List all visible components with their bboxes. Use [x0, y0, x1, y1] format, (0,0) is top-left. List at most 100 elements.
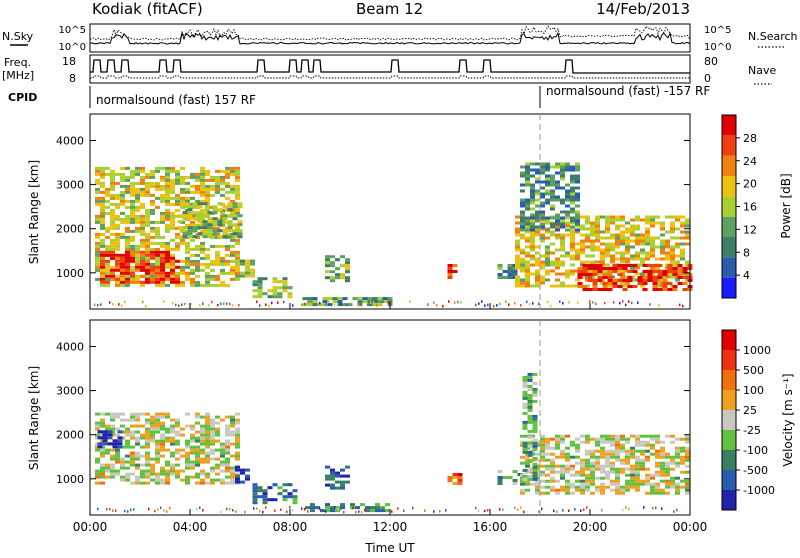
heatmap-cell [520, 257, 525, 261]
heatmap-cell [205, 247, 210, 251]
heatmap-cell [163, 509, 165, 512]
heatmap-cell [570, 174, 575, 178]
heatmap-cell [110, 412, 115, 416]
heatmap-cell [497, 470, 503, 473]
heatmap-cell [555, 228, 560, 232]
heatmap-cell [525, 239, 530, 243]
heatmap-cell [135, 424, 140, 428]
heatmap-cell [605, 485, 610, 489]
heatmap-cell [200, 469, 205, 473]
heatmap-cell [642, 264, 648, 267]
heatmap-cell [177, 226, 183, 230]
heatmap-cell [632, 270, 638, 273]
heatmap-cell [502, 508, 504, 511]
heatmap-cell [515, 254, 520, 258]
heatmap-cell [100, 238, 105, 242]
heatmap-cell [527, 414, 533, 418]
heatmap-cell [257, 283, 263, 287]
heatmap-cell [205, 439, 210, 443]
heatmap-cell [522, 384, 528, 388]
heatmap-cell [650, 434, 655, 438]
heatmap-cell [110, 202, 115, 206]
heatmap-cell [110, 277, 115, 281]
heatmap-cell [600, 254, 605, 258]
heatmap-cell [212, 205, 218, 209]
heatmap-cell [635, 476, 640, 480]
heatmap-cell [145, 241, 150, 245]
heatmap-cell [287, 292, 293, 296]
heatmap-cell [120, 232, 125, 236]
heatmap-cell [585, 485, 590, 489]
heatmap-cell [540, 491, 545, 495]
heatmap-cell [110, 181, 115, 185]
heatmap-cell [685, 437, 690, 441]
heatmap-cell [130, 418, 135, 422]
heatmap-cell [282, 286, 288, 290]
heatmap-cell [540, 452, 545, 456]
heatmap-cell [545, 228, 550, 232]
heatmap-cell [345, 465, 350, 469]
heatmap-cell [165, 247, 170, 251]
heatmap-cell [175, 433, 180, 437]
heatmap-cell [200, 448, 205, 452]
heatmap-cell [235, 274, 240, 278]
heatmap-cell [610, 245, 615, 249]
heatmap-cell [580, 485, 585, 489]
heatmap-cell [560, 174, 565, 178]
heatmap-cell [175, 472, 180, 476]
heatmap-cell [160, 250, 165, 254]
heatmap-cell [508, 303, 510, 306]
heatmap-cell [105, 199, 110, 203]
x-tick-label: 04:00 [173, 520, 208, 534]
heatmap-cell [217, 202, 223, 206]
heatmap-cell [195, 445, 200, 449]
heatmap-cell [478, 302, 480, 305]
heatmap-cell [187, 217, 193, 221]
heatmap-cell [497, 479, 503, 482]
heatmap-cell [540, 218, 545, 222]
heatmap-cell [210, 421, 215, 425]
heatmap-cell [205, 421, 210, 425]
heatmap-cell [182, 202, 188, 206]
heatmap-cell [484, 304, 486, 307]
heatmap-cell [670, 461, 675, 465]
heatmap-cell [195, 415, 200, 419]
heatmap-cell [530, 168, 535, 172]
heatmap-cell [520, 189, 525, 193]
heatmap-cell [540, 446, 545, 450]
heatmap-cell [262, 498, 268, 502]
heatmap-cell [205, 172, 210, 176]
heatmap-cell [165, 436, 170, 440]
heatmap-cell [605, 437, 610, 441]
heatmap-cell [625, 236, 630, 240]
heatmap-cell [600, 452, 605, 456]
heatmap-cell [155, 220, 160, 224]
heatmap-cell [145, 436, 150, 440]
heatmap-cell [660, 248, 665, 252]
heatmap-cell [287, 495, 293, 499]
heatmap-cell [630, 218, 635, 222]
heatmap-cell [117, 442, 123, 446]
heatmap-cell [235, 178, 240, 182]
heatmap-cell [185, 481, 190, 485]
heatmap-cell [225, 481, 230, 485]
heatmap-cell [165, 166, 170, 170]
heatmap-cell [130, 184, 135, 188]
heatmap-cell [150, 208, 155, 212]
heatmap-cell [330, 474, 335, 478]
heatmap-cell [570, 239, 575, 243]
heatmap-cell [175, 418, 180, 422]
heatmap-cell [550, 437, 555, 441]
heatmap-cell [235, 166, 240, 170]
heatmap-cell [605, 476, 610, 480]
heatmap-cell [600, 455, 605, 459]
heatmap-cell [650, 452, 655, 456]
heatmap-cell [120, 175, 125, 179]
heatmap-cell [187, 235, 193, 239]
heatmap-cell [550, 177, 555, 181]
heatmap-cell [110, 172, 115, 176]
x-tick-label: 12:00 [373, 520, 408, 534]
heatmap-cell [610, 488, 615, 492]
heatmap-cell [672, 270, 678, 273]
heatmap-cell [227, 202, 233, 206]
